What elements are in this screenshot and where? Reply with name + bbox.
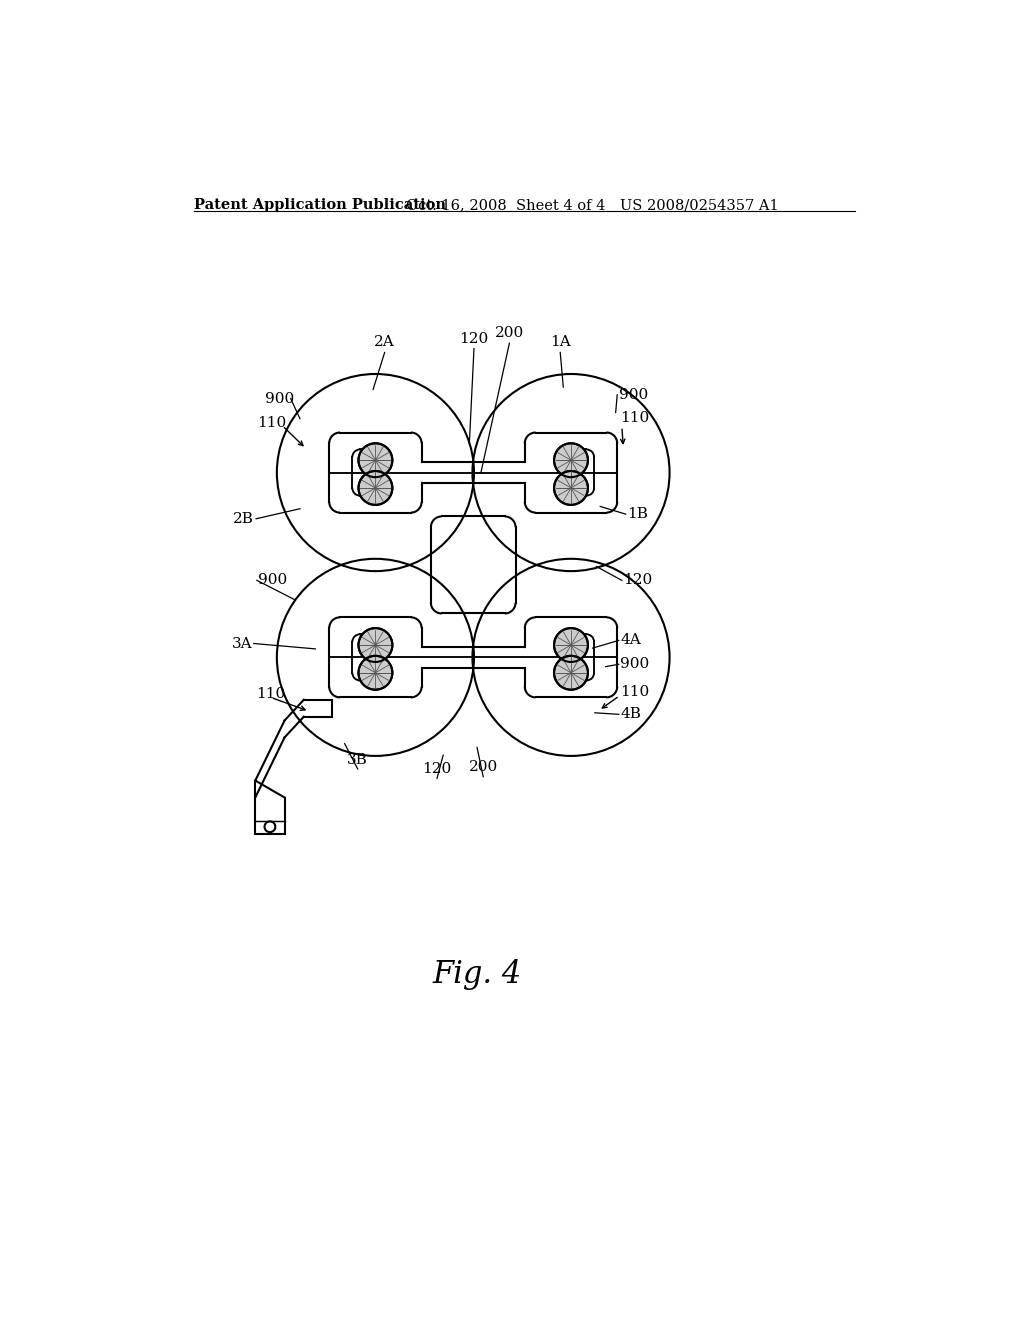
- Text: 4B: 4B: [621, 708, 641, 721]
- Text: 900: 900: [621, 657, 649, 672]
- Text: 4A: 4A: [621, 634, 641, 647]
- Text: 110: 110: [257, 416, 286, 429]
- Circle shape: [554, 444, 588, 478]
- Text: 1B: 1B: [628, 507, 648, 521]
- Text: 3A: 3A: [231, 636, 252, 651]
- Text: Oct. 16, 2008  Sheet 4 of 4: Oct. 16, 2008 Sheet 4 of 4: [407, 198, 605, 213]
- Circle shape: [358, 628, 392, 663]
- Text: 900: 900: [258, 573, 287, 587]
- Text: 900: 900: [618, 388, 648, 401]
- Circle shape: [358, 444, 392, 478]
- Text: 200: 200: [469, 760, 498, 775]
- Text: 120: 120: [422, 762, 452, 776]
- Text: 3B: 3B: [347, 752, 368, 767]
- Circle shape: [358, 656, 392, 689]
- Circle shape: [358, 471, 392, 506]
- Text: 110: 110: [621, 411, 649, 425]
- Text: 2B: 2B: [232, 512, 254, 525]
- Text: 900: 900: [264, 392, 294, 405]
- Circle shape: [554, 471, 588, 506]
- Circle shape: [554, 656, 588, 689]
- Text: 1A: 1A: [550, 335, 570, 350]
- Text: 120: 120: [624, 573, 652, 587]
- Text: 2A: 2A: [375, 335, 395, 350]
- Circle shape: [554, 628, 588, 663]
- Text: 110: 110: [621, 685, 649, 700]
- Text: US 2008/0254357 A1: US 2008/0254357 A1: [621, 198, 779, 213]
- Text: Fig. 4: Fig. 4: [432, 960, 521, 990]
- Text: 110: 110: [256, 686, 286, 701]
- Text: Patent Application Publication: Patent Application Publication: [195, 198, 446, 213]
- Text: 120: 120: [460, 331, 488, 346]
- Text: 200: 200: [495, 326, 524, 341]
